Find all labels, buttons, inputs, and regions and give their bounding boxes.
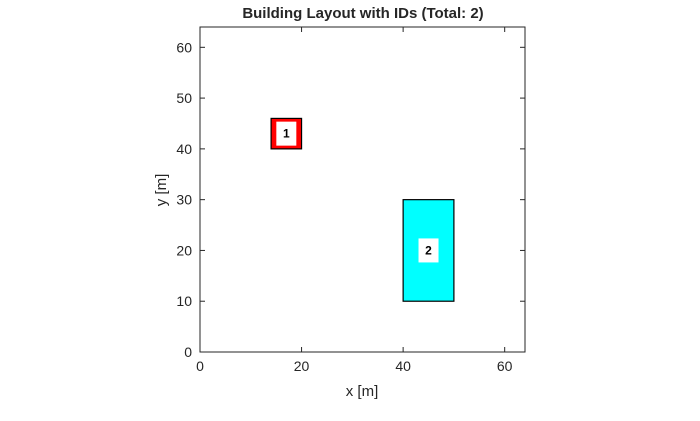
ticks-layer	[199, 27, 525, 353]
x-tick-label: 40	[395, 358, 411, 374]
chart-title: Building Layout with IDs (Total: 2)	[242, 5, 483, 22]
y-tick-label: 10	[176, 293, 192, 309]
building-2-label-box	[418, 238, 439, 263]
y-tick-label: 0	[184, 344, 192, 360]
plot-area: 12	[199, 26, 526, 353]
y-tick-labels: 0 10 20 30 40 50 60	[176, 39, 192, 360]
x-tick-label: 60	[497, 358, 513, 374]
x-tick-label: 0	[196, 358, 204, 374]
axes-background	[200, 27, 525, 352]
building-1-label: 1	[283, 127, 290, 141]
x-tick-label: 20	[294, 358, 310, 374]
y-tick-label: 50	[176, 90, 192, 106]
y-tick-label: 60	[176, 39, 192, 55]
y-tick-label: 40	[176, 141, 192, 157]
y-axis-label: y [m]	[153, 174, 170, 207]
x-tick-labels: 0 20 40 60	[196, 358, 513, 374]
axes-box	[199, 26, 526, 353]
y-tick-label: 20	[176, 242, 192, 258]
labels-layer: 12	[276, 121, 439, 263]
x-axis-label: x [m]	[346, 383, 379, 400]
building-1-label-box	[276, 121, 297, 146]
y-tick-label: 30	[176, 192, 192, 208]
building-2-label: 2	[425, 243, 432, 257]
